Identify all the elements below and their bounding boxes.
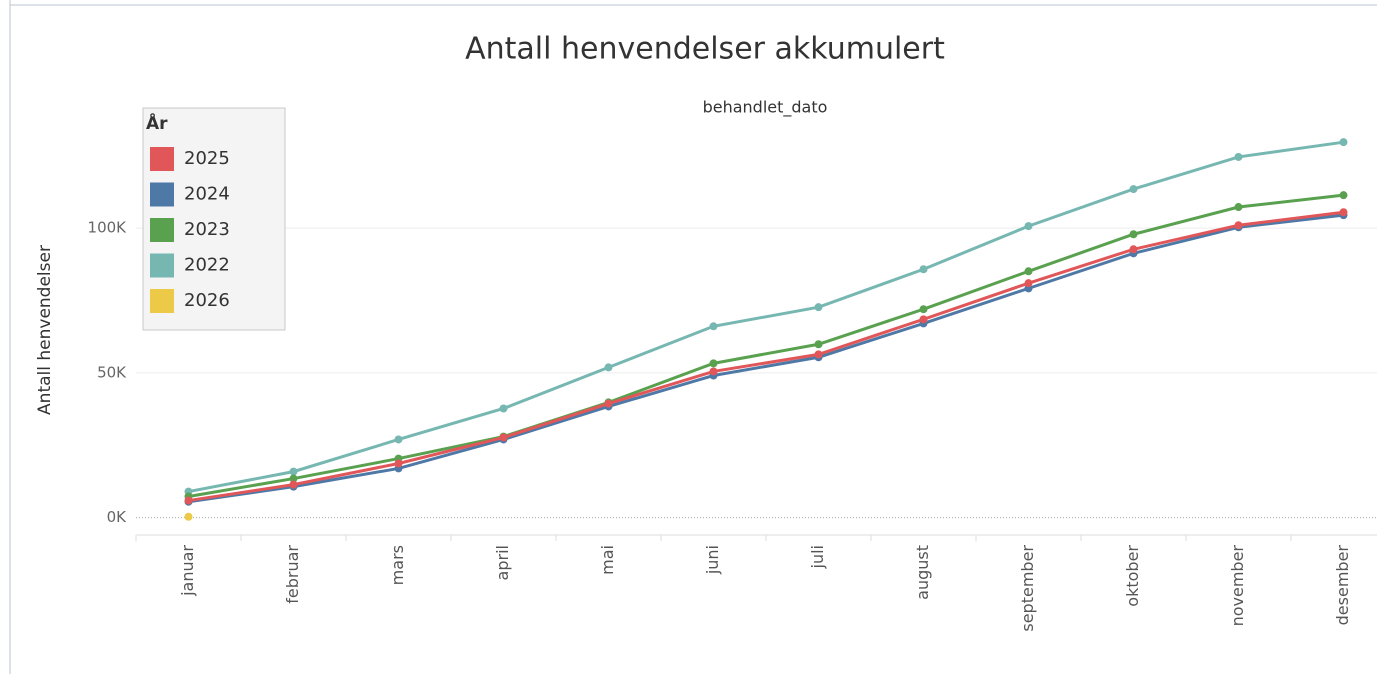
data-point bbox=[1024, 267, 1033, 276]
data-point bbox=[604, 363, 613, 372]
data-point bbox=[289, 480, 298, 489]
data-point bbox=[1339, 138, 1348, 147]
data-point bbox=[1024, 279, 1033, 288]
data-point bbox=[814, 303, 823, 312]
data-point bbox=[1129, 230, 1138, 239]
data-point bbox=[289, 474, 298, 483]
data-point bbox=[1129, 245, 1138, 254]
x-tick-label: mai bbox=[598, 545, 617, 575]
data-point bbox=[1339, 208, 1348, 217]
data-point bbox=[814, 350, 823, 359]
data-point bbox=[184, 496, 193, 505]
legend-swatch bbox=[150, 182, 174, 207]
y-axis-label: Antall henvendelser bbox=[35, 245, 55, 415]
legend-title: År bbox=[146, 111, 168, 134]
data-point bbox=[289, 467, 298, 476]
x-tick-label: september bbox=[1018, 545, 1037, 632]
data-point bbox=[1234, 203, 1243, 212]
y-tick-label: 0K bbox=[107, 508, 128, 526]
series-line bbox=[188, 210, 1344, 503]
data-point bbox=[1234, 221, 1243, 230]
legend-swatch bbox=[150, 289, 174, 313]
data-point bbox=[814, 340, 823, 349]
legend-swatch bbox=[150, 147, 174, 171]
x-tick-label: desember bbox=[1333, 545, 1352, 626]
series-line bbox=[188, 140, 1344, 494]
x-tick-label: oktober bbox=[1123, 545, 1142, 607]
series-line bbox=[188, 193, 1344, 498]
legend-label: 2024 bbox=[184, 184, 230, 205]
legend-label: 2025 bbox=[184, 148, 230, 169]
data-point bbox=[709, 322, 718, 331]
data-point bbox=[919, 265, 928, 274]
y-tick-label: 50K bbox=[97, 363, 127, 381]
x-tick-label: april bbox=[493, 545, 512, 580]
data-point bbox=[604, 399, 613, 408]
legend-label: 2026 bbox=[184, 290, 230, 311]
legend-swatch bbox=[150, 253, 174, 278]
legend-swatch bbox=[150, 218, 174, 242]
legend: År 2025 2024 2023 2022 2026 bbox=[142, 107, 286, 331]
data-point bbox=[709, 359, 718, 368]
series-line bbox=[188, 213, 1344, 504]
data-point bbox=[1024, 222, 1033, 231]
legend-label: 2022 bbox=[184, 255, 230, 276]
data-point bbox=[499, 404, 508, 413]
x-tick-label: juni bbox=[703, 545, 722, 575]
data-point bbox=[1129, 185, 1138, 194]
x-tick-label: mars bbox=[388, 545, 407, 585]
data-point bbox=[919, 305, 928, 314]
x-tick-label: august bbox=[913, 545, 932, 600]
data-point bbox=[1234, 152, 1243, 161]
data-point bbox=[709, 367, 718, 376]
data-point bbox=[1339, 191, 1348, 200]
x-tick-label: november bbox=[1228, 545, 1247, 627]
chart-title: Antall henvendelser akkumulert bbox=[465, 32, 945, 67]
x-tick-label: juli bbox=[808, 545, 827, 569]
x-tick-label: januar bbox=[178, 545, 197, 597]
chart-subtitle: behandlet_dato bbox=[703, 98, 828, 118]
x-tick-label: februar bbox=[283, 545, 302, 604]
y-tick-label: 100K bbox=[88, 219, 128, 237]
data-point bbox=[919, 315, 928, 324]
data-point bbox=[499, 433, 508, 442]
data-point bbox=[394, 435, 403, 444]
data-point bbox=[394, 459, 403, 468]
data-point bbox=[184, 512, 193, 521]
legend-label: 2023 bbox=[184, 219, 230, 240]
